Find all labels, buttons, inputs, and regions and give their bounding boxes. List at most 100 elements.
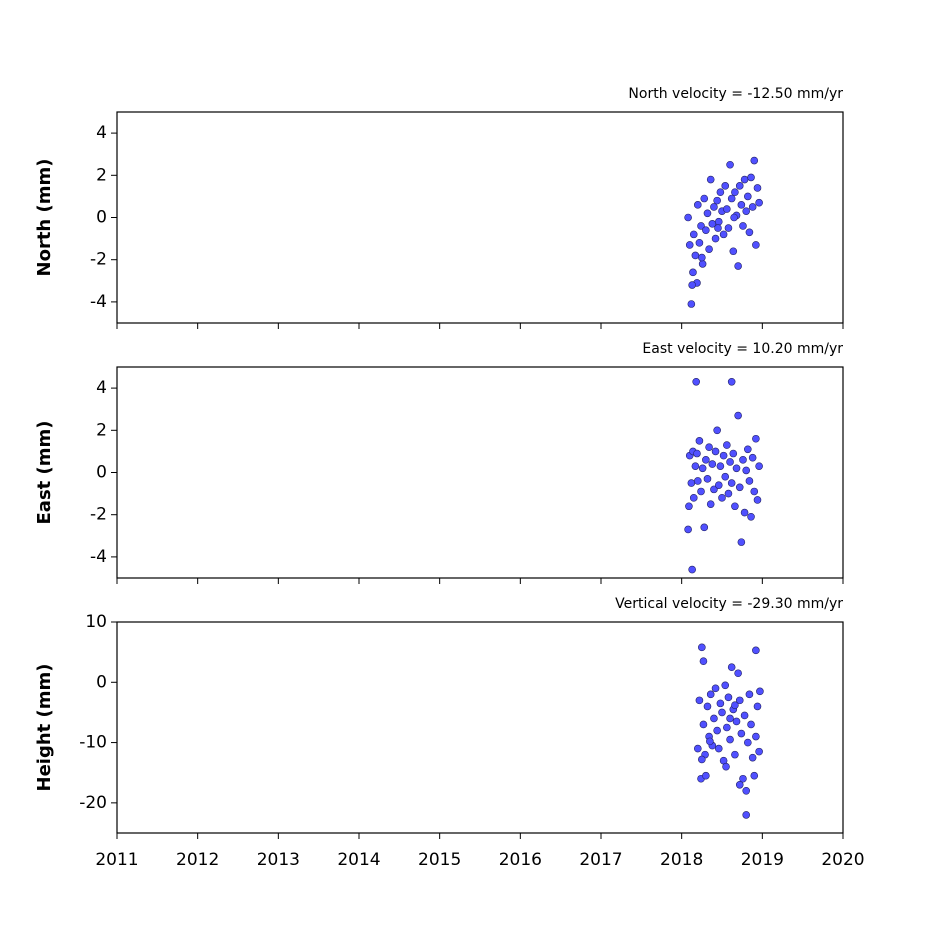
point (695, 437, 704, 445)
point (748, 453, 757, 462)
point (702, 226, 710, 234)
point (726, 735, 734, 744)
point (706, 690, 715, 699)
y-tick-label: 10 (85, 612, 107, 632)
point (684, 213, 692, 222)
point (748, 753, 757, 762)
point (740, 508, 749, 517)
point (729, 247, 738, 256)
y-tick-label: 4 (96, 378, 107, 398)
point (750, 771, 759, 780)
point (739, 456, 747, 464)
x-tick-label: 2012 (176, 850, 219, 870)
point (742, 811, 751, 819)
point (685, 502, 693, 511)
y-tick-label: 0 (96, 672, 107, 692)
point (706, 500, 715, 508)
point (721, 681, 730, 690)
point (684, 525, 692, 534)
point (732, 717, 741, 726)
point (711, 234, 720, 243)
point (740, 175, 749, 184)
point (693, 744, 702, 753)
point (697, 222, 705, 230)
point (703, 475, 712, 483)
point (705, 245, 713, 253)
point (753, 184, 762, 192)
x-tick-label: 2014 (337, 850, 380, 870)
point (706, 175, 715, 184)
point (737, 729, 746, 738)
point (734, 411, 742, 420)
point (692, 377, 700, 386)
y-tick-label: -10 (79, 733, 107, 753)
point (702, 456, 710, 464)
x-tick-label: 2016 (499, 850, 542, 870)
point (726, 160, 734, 169)
point (722, 762, 730, 771)
point (753, 702, 762, 711)
point (747, 513, 755, 521)
point (747, 173, 755, 182)
point (718, 494, 726, 502)
point (752, 434, 760, 443)
point (703, 209, 712, 218)
point (748, 203, 757, 211)
point (713, 196, 721, 205)
x-tick-label: 2017 (579, 850, 622, 870)
point (724, 693, 733, 702)
point (708, 460, 717, 468)
point (688, 281, 696, 289)
y-axis-label: East (mm) (34, 421, 55, 525)
point (735, 780, 744, 789)
point (699, 657, 708, 665)
point (745, 690, 754, 699)
point (727, 663, 736, 672)
y-tick-label: -4 (90, 547, 107, 567)
y-axis-label: North (mm) (34, 159, 55, 277)
point (737, 538, 746, 546)
point (706, 737, 714, 746)
y-tick-label: -4 (90, 292, 107, 312)
point (731, 701, 739, 709)
point (710, 203, 718, 211)
y-tick-label: 0 (96, 463, 107, 483)
point (726, 458, 734, 466)
plot-frame (116, 621, 844, 834)
point (744, 192, 752, 201)
point (714, 217, 723, 226)
point (739, 222, 747, 230)
y-tick-label: 4 (96, 123, 107, 143)
point (714, 224, 722, 232)
point (731, 188, 739, 196)
point (729, 449, 738, 458)
point (750, 156, 759, 165)
x-tick-label: 2019 (741, 850, 784, 870)
point (691, 462, 700, 470)
subtitle: Vertical velocity = -29.30 mm/yr (615, 596, 843, 612)
point (698, 464, 707, 473)
point (698, 755, 706, 764)
point (724, 224, 733, 232)
point (744, 738, 752, 747)
point (695, 239, 704, 247)
point (730, 213, 738, 222)
point (695, 696, 704, 705)
y-tick-label: -2 (90, 250, 107, 270)
point (744, 445, 752, 454)
y-tick-label: 2 (96, 165, 107, 185)
point (727, 377, 736, 386)
x-tick-label: 2015 (418, 850, 461, 870)
point (750, 487, 759, 496)
point (755, 462, 763, 470)
point (745, 477, 754, 485)
plot-frame (116, 366, 844, 579)
point (713, 726, 721, 735)
point (691, 251, 700, 260)
point (687, 300, 696, 308)
point (755, 747, 763, 756)
point (689, 494, 698, 502)
plot-frame (116, 111, 844, 324)
point (705, 443, 713, 451)
